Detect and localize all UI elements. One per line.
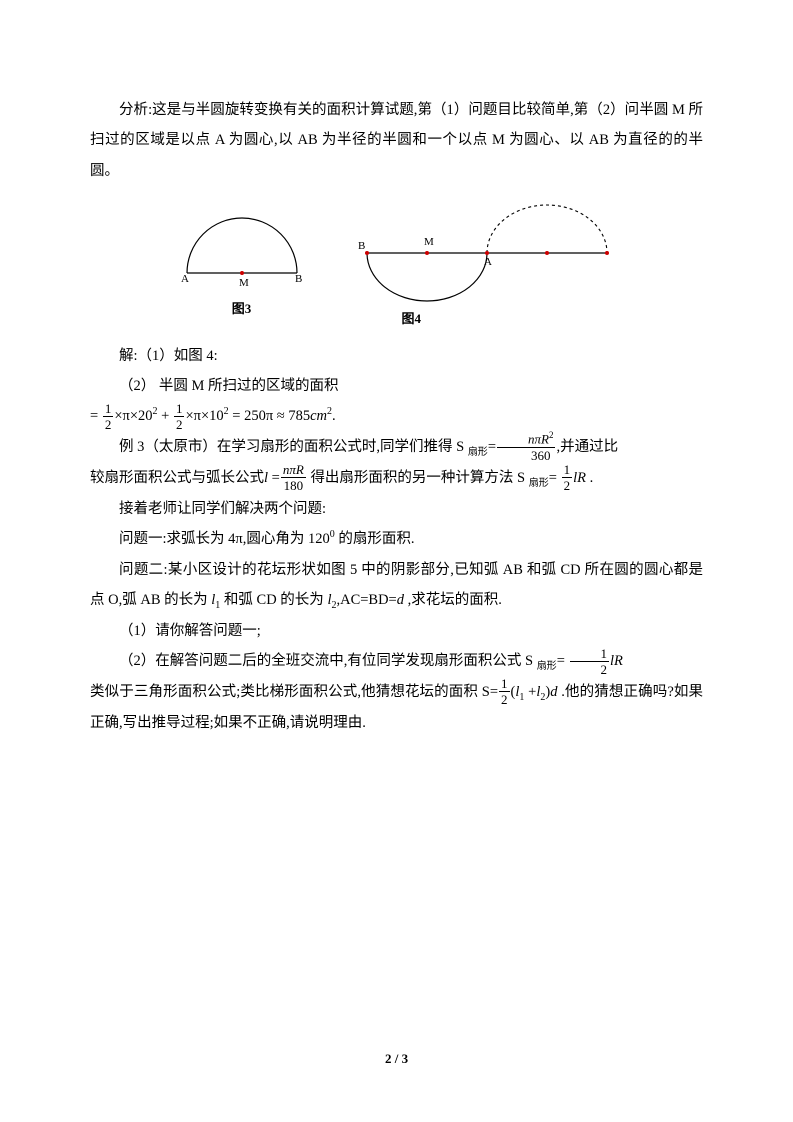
ex3-sub2: 扇形 bbox=[529, 478, 549, 489]
solution-equation: = 12×π×202 + 12×π×102 = 250π ≈ 785cm2. bbox=[90, 401, 703, 431]
question-2: 问题二:某小区设计的花坛形状如图 5 中的阴影部分,已知弧 AB 和弧 CD 所… bbox=[90, 555, 703, 616]
eq-prefix: = bbox=[90, 408, 102, 424]
task-2-line2: 类似于三角形面积公式;类比梯形面积公式,他猜想花坛的面积 S=12(l1 +l2… bbox=[90, 677, 703, 738]
teacher-line: 接着老师让同学们解决两个问题: bbox=[90, 494, 703, 524]
svg-text:M: M bbox=[424, 236, 434, 248]
task-2: （2）在解答问题二后的全班交流中,有位同学发现扇形面积公式 S 扇形= 12lR bbox=[90, 646, 703, 677]
frac-den: 2 bbox=[103, 417, 114, 431]
ex3-dot: . bbox=[586, 470, 593, 486]
figure-3: A B M 图3 bbox=[167, 198, 317, 332]
q1-t2: 的扇形面积. bbox=[335, 531, 415, 547]
ex3-frac1: nπR2360 bbox=[497, 431, 555, 461]
analysis-paragraph: 分析:这是与半圆旋转变换有关的面积计算试题,第（1）问题目比较简单,第（2）问半… bbox=[90, 95, 703, 186]
frac-half-2: 12 bbox=[174, 402, 185, 431]
example3-line2: 较扇形面积公式与弧长公式l =nπR180 得出扇形面积的另一种计算方法 S 扇… bbox=[90, 463, 703, 494]
page-number: 2 / 3 bbox=[0, 1045, 793, 1072]
q1-t1: 问题一:求弧长为 4π,圆心角为 120 bbox=[119, 531, 330, 547]
t2-lR: lR bbox=[610, 653, 623, 669]
figure-4-svg: B M A bbox=[347, 198, 627, 303]
t2-t2: 类似于三角形面积公式;类比梯形面积公式,他猜想花坛的面积 S= bbox=[90, 684, 498, 700]
figure-4: B M A 图4 bbox=[347, 198, 627, 332]
eq-cm: cm bbox=[310, 408, 327, 424]
q2-t2: 和弧 CD 的长为 bbox=[220, 592, 327, 608]
frac-num-text: nπR bbox=[283, 462, 304, 477]
ex3-half: 12 bbox=[562, 463, 573, 492]
page-total: 3 bbox=[402, 1051, 409, 1066]
eq-period: . bbox=[332, 408, 336, 424]
page-sep: / bbox=[391, 1051, 401, 1066]
frac-num-text: nπR bbox=[528, 432, 549, 447]
ex3-t3: 较扇形面积公式与弧长公式 bbox=[90, 470, 264, 486]
svg-text:M: M bbox=[239, 277, 249, 289]
t2-half: 12 bbox=[570, 647, 610, 676]
t2-eq: = bbox=[557, 653, 569, 669]
task-1: （1）请你解答问题一; bbox=[90, 616, 703, 646]
figure-3-label: 图3 bbox=[167, 295, 317, 322]
frac-den: 180 bbox=[281, 478, 306, 492]
frac-num: nπR bbox=[281, 463, 306, 478]
eq-t1: ×20 bbox=[130, 408, 153, 424]
t2-sub-sector: 扇形 bbox=[537, 661, 557, 672]
eq-text: × bbox=[185, 408, 193, 424]
figure-4-label: 图4 bbox=[402, 305, 627, 332]
frac-num: nπR2 bbox=[497, 431, 555, 447]
ex3-eq2: = bbox=[268, 470, 280, 486]
ex3-frac2: nπR180 bbox=[281, 463, 306, 492]
frac-num: 1 bbox=[499, 677, 510, 692]
eq-plus: + bbox=[158, 408, 173, 424]
t2-t1: （2）在解答问题二后的全班交流中,有位同学发现扇形面积公式 S bbox=[119, 653, 537, 669]
eq-t2: ×10 bbox=[201, 408, 224, 424]
svg-text:B: B bbox=[358, 240, 365, 252]
q2-t3: ,AC=BD= bbox=[336, 592, 396, 608]
frac-num: 1 bbox=[570, 647, 610, 662]
t2-plus: + bbox=[524, 684, 536, 700]
example3-paragraph: 例 3（太原市）在学习扇形的面积公式时,同学们推得 S 扇形=nπR2360,并… bbox=[90, 432, 703, 463]
eq-text: × bbox=[114, 408, 122, 424]
frac-num: 1 bbox=[174, 402, 185, 417]
ex3-t1: 例 3（太原市）在学习扇形的面积公式时,同学们推得 S bbox=[119, 439, 468, 455]
eq-pi2: π bbox=[194, 408, 201, 424]
frac-num: 1 bbox=[562, 463, 573, 478]
ex3-sub1: 扇形 bbox=[468, 447, 488, 458]
figure-3-svg: A B M bbox=[167, 198, 317, 293]
ex3-t4: 得出扇形面积的另一种计算方法 S bbox=[307, 470, 529, 486]
svg-text:A: A bbox=[484, 256, 492, 268]
ex3-eq3: = bbox=[549, 470, 561, 486]
frac-num-exp: 2 bbox=[549, 430, 554, 440]
ex3-eq1: = bbox=[488, 439, 496, 455]
t2-half2: 12 bbox=[499, 677, 510, 706]
figures-row: A B M 图3 B M A 图4 bbox=[90, 198, 703, 332]
svg-text:A: A bbox=[181, 273, 189, 285]
q2-d: d bbox=[397, 592, 404, 608]
eq-pi: π bbox=[123, 408, 130, 424]
eq-result: = 250π ≈ 785 bbox=[229, 408, 310, 424]
frac-num: 1 bbox=[103, 402, 114, 417]
svg-text:B: B bbox=[295, 273, 302, 285]
question-1: 问题一:求弧长为 4π,圆心角为 1200 的扇形面积. bbox=[90, 524, 703, 554]
solution-line2: （2） 半圆 M 所扫过的区域的面积 bbox=[90, 371, 703, 401]
frac-half-1: 12 bbox=[103, 402, 114, 431]
frac-den: 360 bbox=[497, 448, 555, 462]
frac-den: 2 bbox=[570, 662, 610, 676]
frac-den: 2 bbox=[562, 478, 573, 492]
ex3-lR: lR bbox=[573, 470, 586, 486]
frac-den: 2 bbox=[174, 417, 185, 431]
q2-t4: ,求花坛的面积. bbox=[404, 592, 502, 608]
solution-line1: 解:（1）如图 4: bbox=[90, 341, 703, 371]
frac-den: 2 bbox=[499, 692, 510, 706]
ex3-t2: ,并通过比 bbox=[556, 439, 618, 455]
